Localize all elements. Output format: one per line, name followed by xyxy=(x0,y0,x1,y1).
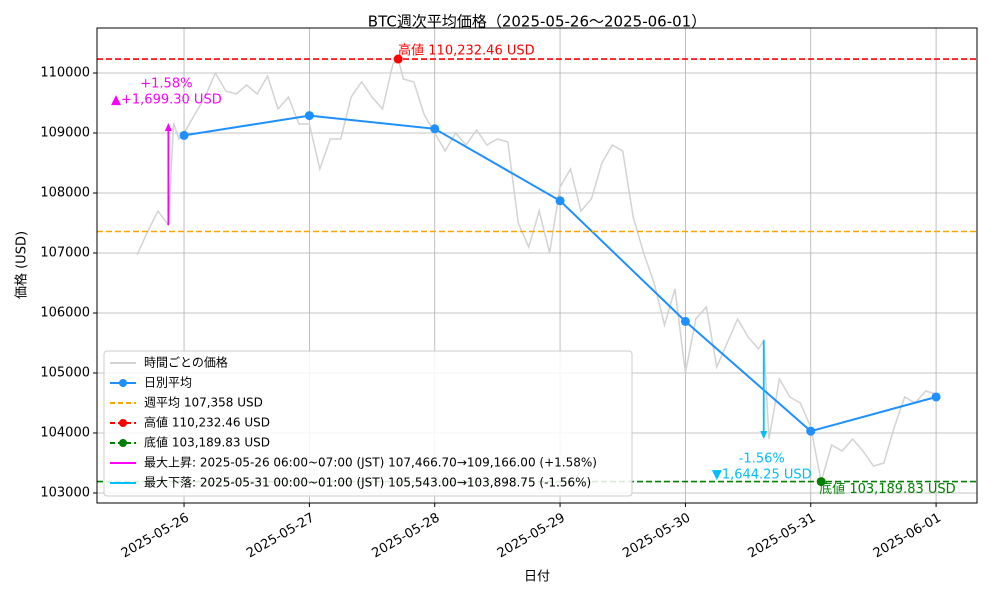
point xyxy=(680,316,690,326)
y-tick-label: 104000 xyxy=(40,425,90,440)
line xyxy=(136,57,937,482)
change-label: +1.58% xyxy=(140,77,192,92)
extreme-point xyxy=(393,54,403,64)
y-tick-label: 105000 xyxy=(40,365,90,380)
arrow-head xyxy=(164,123,172,132)
y-tick-label: 106000 xyxy=(40,305,90,320)
y-tick-label: 103000 xyxy=(40,485,90,500)
legend-label: 高値 110,232.46 USD xyxy=(144,415,270,430)
y-tick-label: 107000 xyxy=(40,245,90,260)
chart-title: BTC週次平均価格（2025-05-26～2025-06-01） xyxy=(368,13,706,31)
point xyxy=(931,392,941,402)
legend-label: 日別平均 xyxy=(144,376,192,390)
y-axis-label: 価格 (USD) xyxy=(14,231,30,299)
legend-label: 週平均 107,358 USD xyxy=(144,396,263,410)
legend-marker xyxy=(119,419,127,427)
extreme-label: 底値 103,189.83 USD xyxy=(819,481,955,497)
point xyxy=(430,124,440,134)
plot-frame xyxy=(96,27,978,504)
arrow-head xyxy=(760,431,768,440)
extreme-point xyxy=(816,477,826,487)
legend-box xyxy=(103,350,633,497)
y-tick-label: 110000 xyxy=(40,65,90,80)
x-axis-label: 日付 xyxy=(524,570,550,585)
point xyxy=(555,196,565,206)
change-label: ▲+1,699.30 USD xyxy=(111,93,222,108)
legend-label: 最大上昇: 2025-05-26 06:00~07:00 (JST) 107,4… xyxy=(144,456,597,470)
point xyxy=(806,426,816,436)
legend-label: 底値 103,189.83 USD xyxy=(144,435,270,450)
point xyxy=(304,111,314,121)
point xyxy=(179,130,189,140)
legend-marker xyxy=(119,379,127,387)
y-tick-label: 108000 xyxy=(40,185,90,200)
change-label: ▼1,644.25 USD xyxy=(712,468,812,483)
change-label: -1.56% xyxy=(739,452,785,467)
extreme-label: 高値 110,232.46 USD xyxy=(398,43,534,59)
y-tick-label: 109000 xyxy=(40,125,90,140)
legend-label: 最大下落: 2025-05-31 00:00~01:00 (JST) 105,5… xyxy=(144,476,591,490)
legend-label: 時間ごとの価格 xyxy=(144,355,228,370)
legend-marker xyxy=(119,439,127,447)
